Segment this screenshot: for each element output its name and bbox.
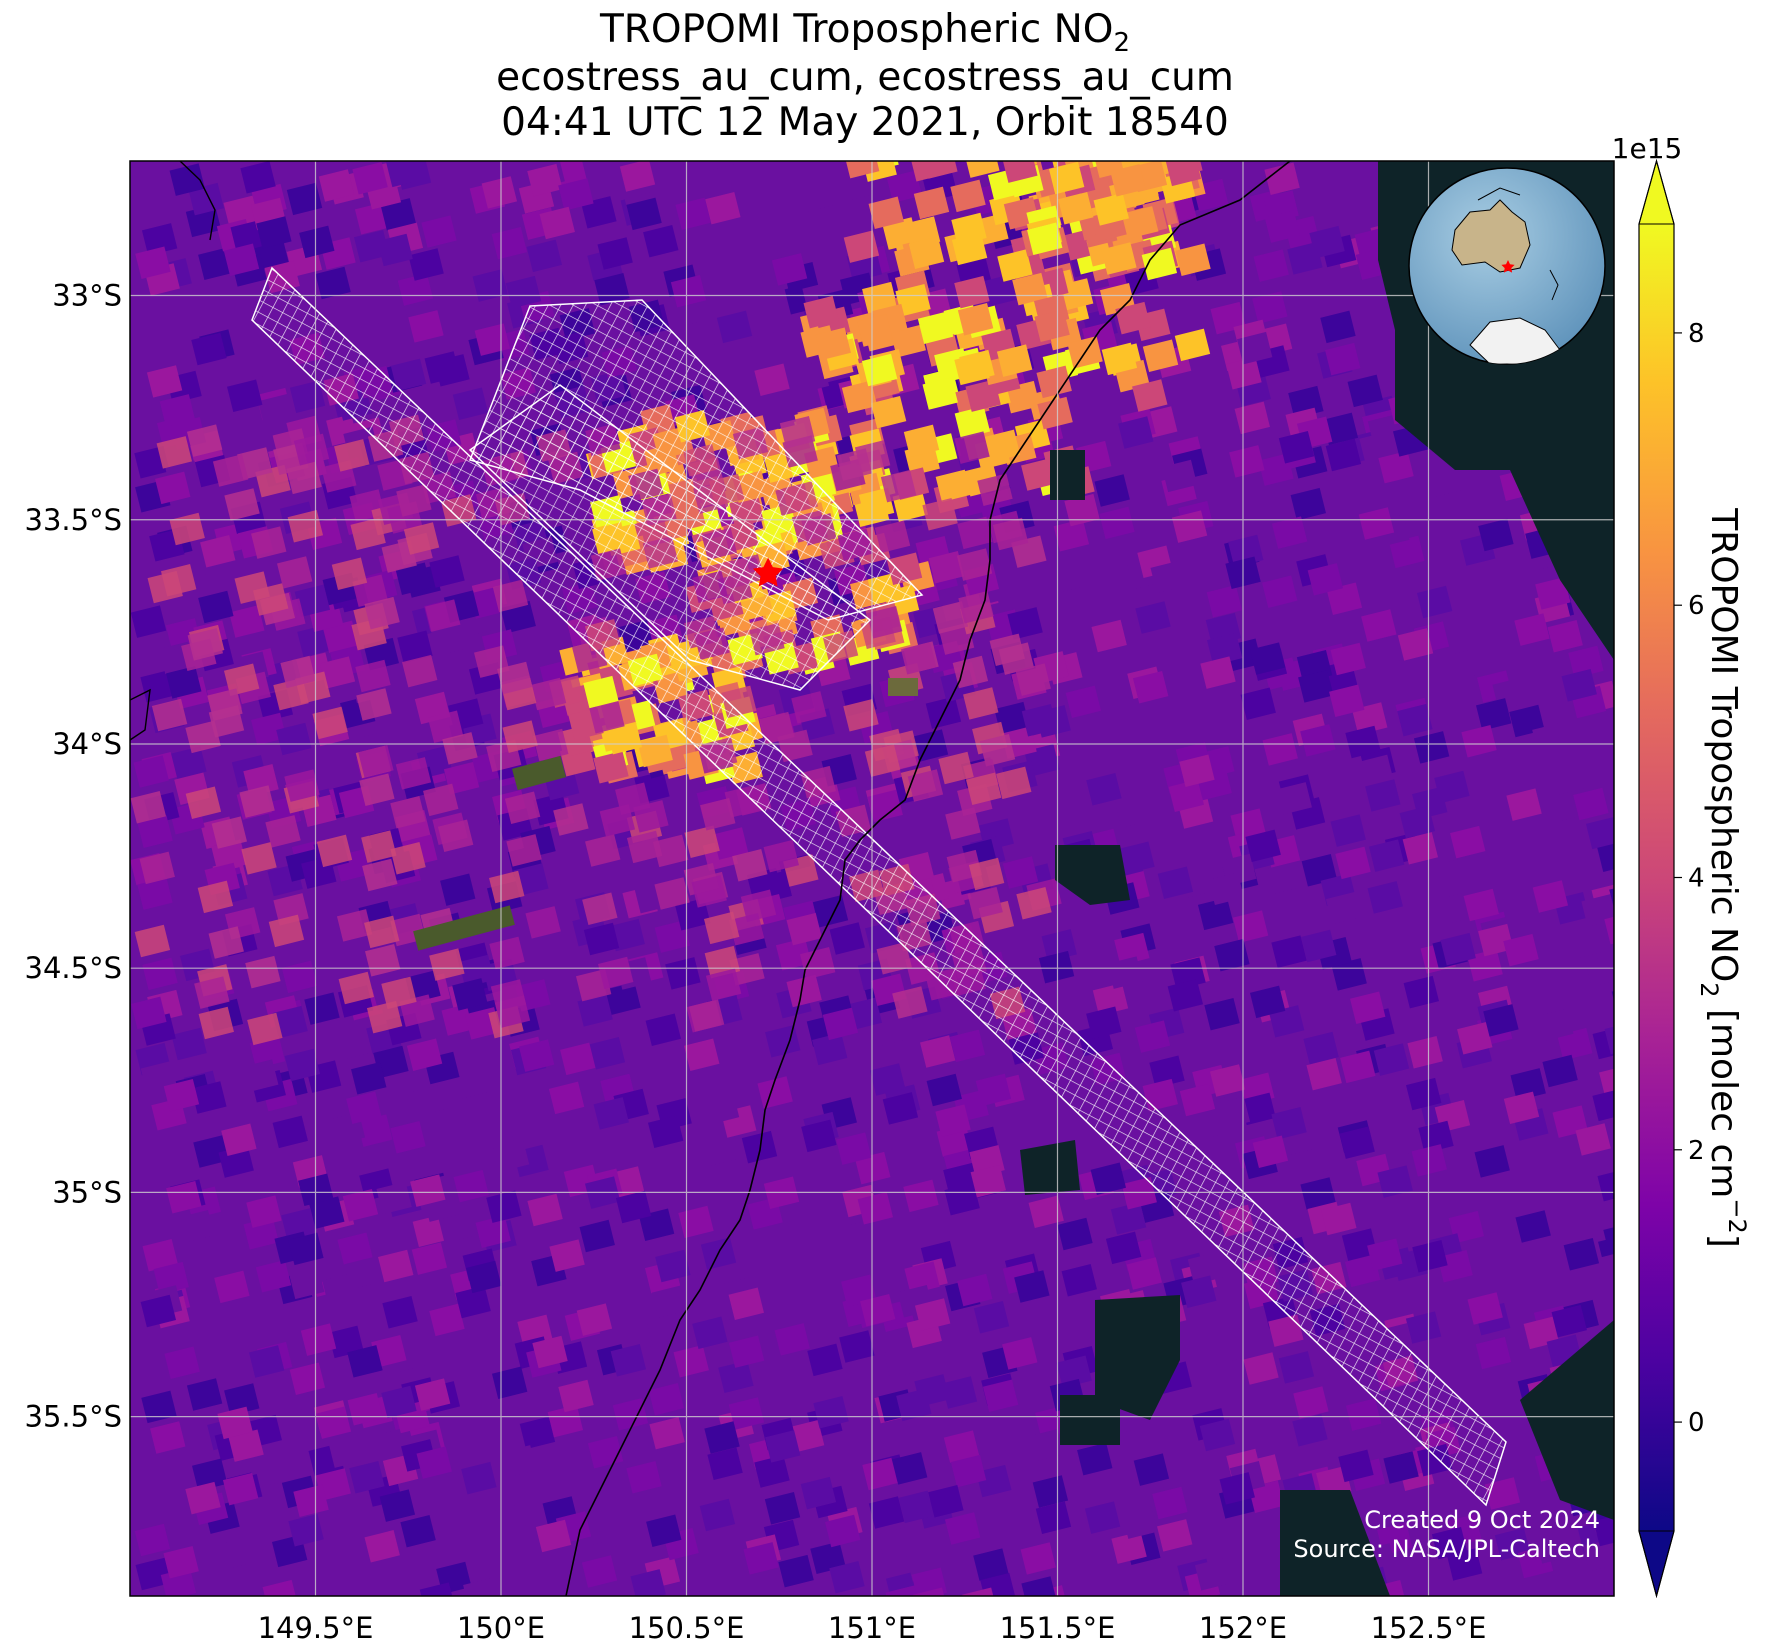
colorbar-tick-label: 8 [1688,319,1705,349]
ecostress-swaths [251,266,1507,1507]
target-site-marker [752,557,784,587]
ecostress-swath-middle [468,384,872,691]
globe-site-marker [1501,260,1515,273]
lon-tick-label: 152°E [1199,1611,1287,1645]
colorbar-tick-label: 6 [1688,591,1705,621]
colorbar-extend-bottom [1638,1530,1675,1598]
colorbar-label: TROPOMI Tropospheric NO2 [molec cm−2] [1695,507,1751,1248]
created-date: Created 9 Oct 2024 [1364,1506,1600,1534]
lon-tick-label: 149.5°E [258,1611,374,1645]
antarctica-shape [1469,317,1561,364]
ecostress-swath-long [251,266,1507,1507]
lon-tick-label: 151.5°E [1000,1611,1116,1645]
map-subtitle-time-orbit: 04:41 UTC 12 May 2021, Orbit 18540 [501,100,1229,145]
coastline [565,161,1291,1596]
lat-tick-label: 35°S [52,1175,122,1209]
map-frame [129,160,1615,1597]
lon-tick-label: 150.5°E [629,1611,745,1645]
lat-tick-label: 34.5°S [25,951,122,985]
lon-tick-label: 152.5°E [1371,1611,1487,1645]
colorbar-tick-label: 2 [1688,1136,1705,1166]
longitude-tick-labels: 149.5°E 150°E 150.5°E 151°E 151.5°E 152°E 152.… [258,1611,1487,1645]
colorbar: 0 2 4 6 8 1e15 TROPOMI Tropospheric NO2 [mol… [1612,132,1751,1599]
map-subtitle-site: ecostress_au_cum, ecostress_au_cum [496,55,1234,100]
colorbar-scale-label: 1e15 [1612,132,1683,165]
lon-tick-label: 151°E [828,1611,916,1645]
graticule [130,161,1614,1596]
lat-tick-label: 33°S [52,279,122,313]
colorbar-extend-top [1638,159,1675,225]
globe-inset [1408,167,1606,365]
colorbar-tick-label: 0 [1688,1408,1705,1438]
lon-tick-label: 150°E [457,1611,545,1645]
colorbar-tick-label: 4 [1688,864,1705,894]
source-credit: Source: NASA/JPL-Caltech [1293,1535,1600,1563]
australia-shape [1451,199,1531,273]
lat-tick-label: 35.5°S [25,1400,122,1434]
lat-tick-label: 33.5°S [25,503,122,537]
map-title: TROPOMI Tropospheric NO2 [599,7,1131,58]
latitude-tick-labels: 33°S 33.5°S 34°S 34.5°S 35°S 35.5°S [25,279,122,1434]
lat-tick-label: 34°S [52,727,122,761]
